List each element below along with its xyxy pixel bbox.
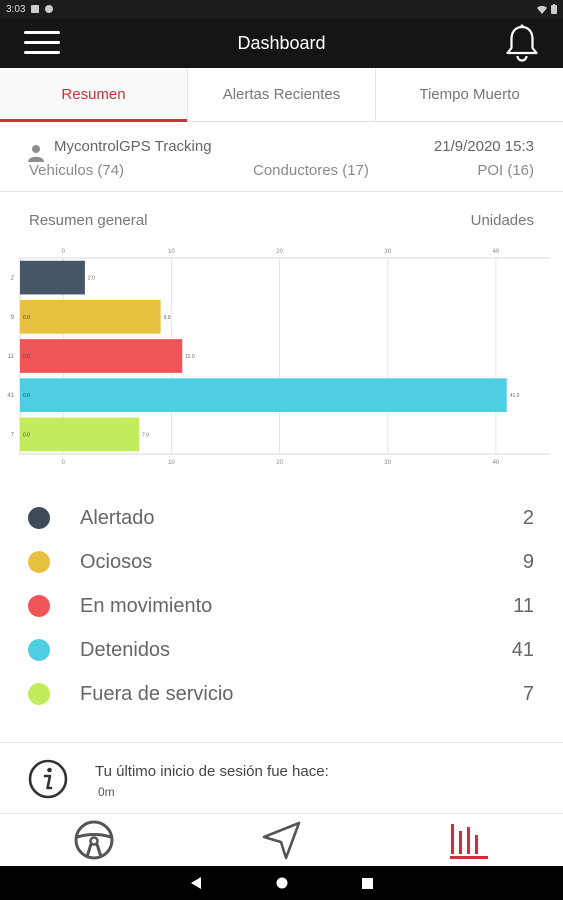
nav-dashboard[interactable]: [375, 814, 563, 866]
page-title: Dashboard: [237, 32, 326, 53]
chart-inner-label: 0.0: [23, 354, 30, 360]
bell-icon: [506, 24, 538, 62]
chart-category-label: 2: [11, 276, 15, 282]
status-legend: Alertado 2 Ociosos 9 En movimiento 11 De…: [0, 496, 563, 716]
last-session-title: Tu último inicio de sesión fue hace:: [95, 763, 329, 780]
chart-tick-label: 40: [493, 460, 500, 466]
legend-value: 11: [513, 594, 534, 617]
poi-count[interactable]: POI (16): [477, 162, 534, 179]
chart-tick-label-top: 20: [276, 249, 283, 255]
legend-item-en-movimiento[interactable]: En movimiento 11: [0, 584, 563, 628]
drivers-count[interactable]: Conductores (17): [253, 162, 369, 179]
last-session-value: 0m: [98, 785, 115, 799]
notifications-button[interactable]: [505, 24, 539, 62]
company-name: MycontrolGPS Tracking: [54, 138, 212, 155]
nav-vehicles[interactable]: [0, 814, 188, 866]
tab-resumen[interactable]: Resumen: [0, 68, 188, 122]
legend-value: 7: [522, 682, 534, 705]
chart-category-label: 11: [8, 354, 15, 360]
chart-title: Resumen general: [29, 212, 148, 229]
tab-label: Tiempo Muerto: [419, 86, 520, 103]
chart-bar: [20, 378, 507, 413]
chart-value-label: 9.0: [164, 315, 171, 321]
tab-label: Resumen: [61, 86, 126, 103]
legend-label: En movimiento: [80, 594, 213, 617]
tab-bar: Resumen Alertas Recientes Tiempo Muerto: [0, 68, 563, 122]
tab-tiempo-muerto[interactable]: Tiempo Muerto: [376, 68, 563, 121]
chart-inner-label: 0.0: [23, 432, 30, 438]
chart-bar: [20, 417, 139, 452]
chart-inner-label: 0.0: [23, 315, 30, 321]
report-datetime: 21/9/2020 15:3: [433, 138, 534, 155]
app-bar: Dashboard: [0, 18, 563, 68]
chart-value-label: 11.0: [185, 354, 195, 360]
menu-button[interactable]: [24, 28, 60, 58]
status-bar: 3:03: [0, 0, 563, 18]
vehicles-count[interactable]: Vehiculos (74): [29, 162, 125, 179]
status-dot-icon: [28, 595, 50, 617]
legend-item-fuera-de-servicio[interactable]: Fuera de servicio 7: [0, 672, 563, 716]
legend-label: Ociosos: [80, 550, 153, 573]
wifi-icon: [537, 5, 547, 14]
legend-value: 41: [511, 638, 534, 661]
chart-bar: [20, 260, 85, 295]
person-icon: [28, 145, 44, 162]
status-dot-icon: [28, 551, 50, 573]
legend-item-ociosos[interactable]: Ociosos 9: [0, 540, 563, 584]
legend-value: 2: [522, 506, 534, 529]
chart-category-label: 9: [11, 315, 15, 321]
status-dot-icon: [28, 507, 50, 529]
status-time: 3:03: [6, 3, 26, 15]
chart-category-label: 41: [7, 393, 14, 399]
home-icon[interactable]: [276, 877, 288, 889]
chart-units: Unidades: [470, 212, 534, 229]
chart-bar: [20, 339, 183, 373]
chart-category-label: 7: [11, 432, 15, 438]
legend-label: Detenidos: [80, 638, 171, 661]
bar-chart-icon: [450, 824, 489, 859]
notification-icon: [31, 5, 40, 13]
chart-bar: [20, 299, 161, 334]
info-icon: [28, 759, 68, 799]
chart-tick-label: 0: [62, 460, 66, 466]
chart-inner-label: 0.0: [23, 393, 30, 399]
bottom-navigation: [0, 814, 563, 866]
status-dot-icon: [28, 683, 50, 705]
battery-icon: [551, 4, 557, 14]
recents-icon[interactable]: [362, 877, 373, 889]
nav-map[interactable]: [188, 814, 376, 866]
steering-wheel-icon: [74, 820, 114, 860]
legend-label: Alertado: [80, 506, 155, 529]
account-summary: MycontrolGPS Tracking 21/9/2020 15:3 Veh…: [0, 122, 563, 192]
back-icon[interactable]: [190, 877, 202, 889]
sync-icon: [45, 5, 54, 13]
status-dot-icon: [28, 639, 50, 661]
chart-tick-label-top: 30: [384, 249, 391, 255]
navigation-arrow-icon: [262, 821, 300, 860]
legend-value: 9: [522, 550, 534, 573]
chart-tick-label-top: 0: [62, 249, 66, 255]
system-navigation-bar: [0, 866, 563, 900]
chart-value-label: 2.0: [88, 276, 95, 282]
tab-alertas-recientes[interactable]: Alertas Recientes: [188, 68, 376, 121]
last-session: Tu último inicio de sesión fue hace: 0m: [0, 742, 563, 814]
tab-label: Alertas Recientes: [222, 86, 341, 103]
legend-label: Fuera de servicio: [80, 682, 234, 705]
summary-bar-chart: 0 0 10 10 20 20 30 30 40 40 2 2.0 9 0.0 9.0 11 0.0 11.0 41…: [7, 249, 550, 466]
chart-tick-label: 10: [168, 460, 175, 466]
legend-item-detenidos[interactable]: Detenidos 41: [0, 628, 563, 672]
chart-value-label: 41.0: [510, 393, 520, 399]
legend-item-alertado[interactable]: Alertado 2: [0, 496, 563, 540]
chart-tick-label: 30: [384, 460, 391, 466]
chart-tick-label-top: 10: [168, 249, 175, 255]
chart-tick-label-top: 40: [493, 249, 500, 255]
chart-tick-label: 20: [276, 460, 283, 466]
chart-value-label: 7.0: [142, 432, 149, 438]
